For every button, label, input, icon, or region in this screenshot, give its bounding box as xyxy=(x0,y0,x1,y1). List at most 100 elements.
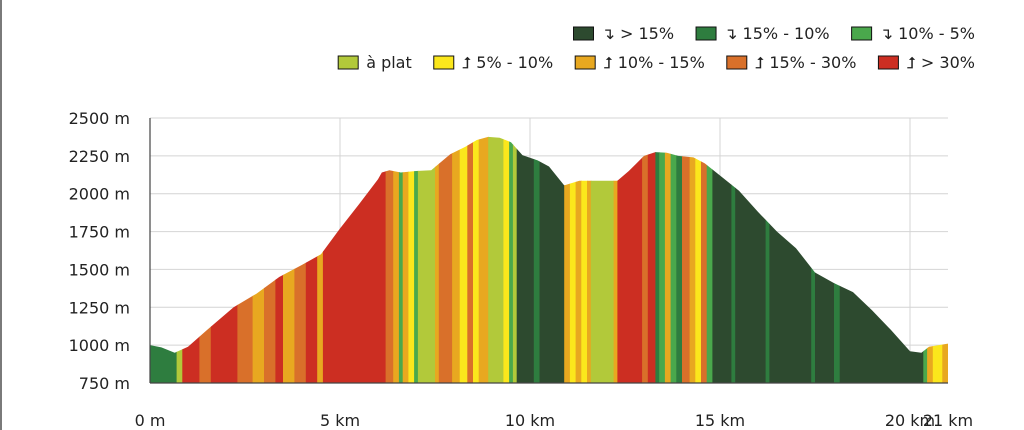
slope-band-45 xyxy=(655,136,660,383)
slope-band-4 xyxy=(210,136,238,383)
slope-band-31 xyxy=(512,136,518,383)
y-tick-label: 750 m xyxy=(79,374,130,393)
slope-band-30 xyxy=(509,136,514,383)
slope-band-58 xyxy=(765,136,770,383)
slope-band-62 xyxy=(834,136,841,383)
x-tick-label: 0 m xyxy=(135,411,166,430)
y-tick-label: 1000 m xyxy=(69,336,130,355)
slope-band-55 xyxy=(712,136,732,383)
slope-band-14 xyxy=(385,136,394,383)
slope-band-1 xyxy=(176,136,183,383)
slope-band-35 xyxy=(564,136,571,383)
y-tick-label: 2500 m xyxy=(69,109,130,128)
slope-band-21 xyxy=(435,136,440,383)
legend-label: ⮥ 5% - 10% xyxy=(462,53,553,72)
slope-band-63 xyxy=(839,136,924,383)
slope-band-50 xyxy=(682,136,691,383)
y-tick-label: 1250 m xyxy=(69,298,130,317)
slope-band-40 xyxy=(590,136,615,383)
slope-band-13 xyxy=(322,136,387,383)
legend-label: ⮥ 10% - 15% xyxy=(603,53,705,72)
slope-band-2 xyxy=(182,136,200,383)
slope-band-18 xyxy=(408,136,415,383)
window-left-border xyxy=(0,0,2,430)
slope-band-6 xyxy=(252,136,265,383)
slope-band-7 xyxy=(264,136,276,383)
slope-band-15 xyxy=(393,136,400,383)
legend-label: ⮥ > 30% xyxy=(906,53,975,72)
slope-band-25 xyxy=(467,136,474,383)
slope-band-51 xyxy=(689,136,696,383)
slope-band-38 xyxy=(581,136,588,383)
legend-swatch xyxy=(574,55,596,70)
legend-swatch xyxy=(851,26,873,41)
x-tick-label: 21 km xyxy=(923,411,973,430)
slope-band-54 xyxy=(706,136,713,383)
legend-item-u15: ⮥ 15% - 30% xyxy=(726,53,857,72)
legend-swatch xyxy=(726,55,748,70)
x-tick-label: 20 km xyxy=(885,411,935,430)
slope-band-48 xyxy=(670,136,677,383)
slope-band-56 xyxy=(731,136,736,383)
slope-band-32 xyxy=(516,136,535,383)
slope-band-36 xyxy=(569,136,577,383)
legend-item-u10: ⮥ 10% - 15% xyxy=(574,53,705,72)
slope-band-65 xyxy=(927,136,934,383)
y-tick-label: 2250 m xyxy=(69,147,130,166)
slope-band-0 xyxy=(150,136,178,383)
y-tick-label: 2000 m xyxy=(69,185,130,204)
legend-swatch xyxy=(695,26,717,41)
legend-item-d15: ↴ > 15% xyxy=(573,24,675,43)
slope-band-44 xyxy=(647,136,656,383)
slope-band-24 xyxy=(459,136,468,383)
slope-band-57 xyxy=(735,136,767,383)
legend-swatch xyxy=(337,55,359,70)
slope-band-20 xyxy=(417,136,436,383)
slope-band-60 xyxy=(811,136,816,383)
legend-label: ⮥ 15% - 30% xyxy=(755,53,857,72)
slope-band-10 xyxy=(294,136,307,383)
slope-band-64 xyxy=(923,136,928,383)
legend-item-d5: ↴ 10% - 5% xyxy=(851,24,975,43)
chart-axes: 750 m 1000 m 1250 m 1500 m 1750 m 2000 m 2250 … xyxy=(69,109,974,430)
legend-item-flat: à plat xyxy=(337,53,412,72)
slope-band-26 xyxy=(473,136,480,383)
slope-band-61 xyxy=(815,136,835,383)
slope-band-42 xyxy=(617,136,643,383)
y-tick-label: 1500 m xyxy=(69,260,130,279)
slope-band-22 xyxy=(438,136,453,383)
slope-band-59 xyxy=(769,136,812,383)
slope-band-17 xyxy=(402,136,409,383)
slope-band-37 xyxy=(575,136,582,383)
slope-band-28 xyxy=(488,136,504,383)
slope-band-5 xyxy=(237,136,254,383)
slope-band-19 xyxy=(414,136,419,383)
slope-band-33 xyxy=(533,136,541,383)
legend-label: ↴ > 15% xyxy=(602,24,675,43)
slope-band-41 xyxy=(613,136,618,383)
slope-band-53 xyxy=(701,136,708,383)
slope-band-9 xyxy=(283,136,295,383)
x-tick-label: 15 km xyxy=(695,411,745,430)
y-tick-label: 1750 m xyxy=(69,223,130,242)
slope-band-66 xyxy=(932,136,943,383)
slope-band-47 xyxy=(664,136,672,383)
slope-band-49 xyxy=(676,136,683,383)
slope-band-39 xyxy=(587,136,592,383)
slope-band-29 xyxy=(503,136,510,383)
slope-band-43 xyxy=(642,136,649,383)
chart-legend: ↴ > 15% ↴ 15% - 10% ↴ 10% - 5% à plat ⮥ 5% -… xyxy=(337,24,975,72)
x-tick-label: 10 km xyxy=(505,411,555,430)
slope-band-46 xyxy=(659,136,666,383)
legend-swatch xyxy=(877,55,899,70)
legend-item-u5: ⮥ 5% - 10% xyxy=(433,53,553,72)
legend-swatch xyxy=(433,55,455,70)
slope-band-34 xyxy=(539,136,565,383)
x-tick-label: 5 km xyxy=(320,411,360,430)
slope-band-11 xyxy=(305,136,318,383)
slope-bands xyxy=(150,136,948,383)
legend-label: ↴ 15% - 10% xyxy=(724,24,830,43)
slope-band-16 xyxy=(398,136,404,383)
legend-swatch xyxy=(573,26,594,41)
